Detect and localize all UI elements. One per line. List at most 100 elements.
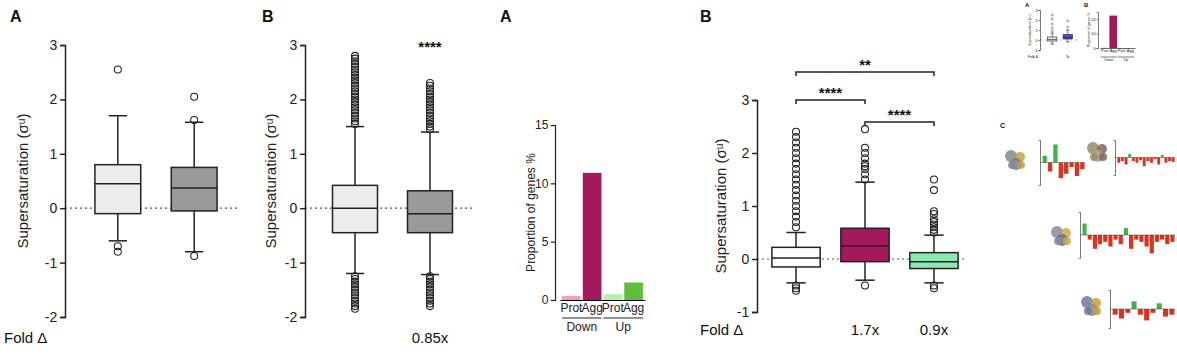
y-tick-label: -1 (45, 255, 58, 271)
outlier (793, 287, 800, 294)
x-tick-label: Prot (1118, 48, 1126, 53)
x-tick: Prot (602, 301, 625, 315)
whisker (933, 269, 935, 283)
y-tick: 5 (542, 235, 555, 249)
y-axis-title: Supersaturation (σᵘ) (262, 113, 279, 248)
box (841, 126, 889, 289)
x-tick-label: Prot (560, 301, 583, 315)
baseline (1115, 157, 1175, 158)
y-tick-label: 0 (290, 200, 298, 216)
outlier (793, 128, 800, 135)
outlier (862, 144, 869, 151)
y-tick: 3 (50, 37, 65, 53)
whisker-cap (185, 121, 203, 123)
whisker-cap (1066, 42, 1070, 43)
y-tick: 0 (542, 293, 555, 307)
whisker (1067, 39, 1068, 42)
bar (1093, 235, 1097, 249)
outlier (862, 282, 869, 289)
y-tick-mark (752, 206, 757, 208)
x-tick: Agg (581, 301, 602, 315)
y-axis-line (60, 46, 65, 318)
protein-structure (1090, 153, 1098, 161)
bar (1132, 301, 1137, 309)
whisker (1067, 30, 1068, 35)
y-tick-label: 1 (50, 146, 58, 162)
box-body (408, 191, 453, 233)
y-tick-mark (60, 208, 65, 210)
x-tick: Agg (1110, 48, 1117, 53)
panel: ProtAggProtAggDownUp01020BProportion of … (1084, 2, 1136, 62)
bar (1119, 235, 1123, 244)
x-tick-label: Agg (581, 301, 602, 315)
y-tick-mark (551, 125, 555, 126)
bar (1145, 235, 1149, 247)
bar (1088, 235, 1092, 240)
box-body (333, 185, 378, 232)
whisker (864, 262, 866, 281)
box (1048, 14, 1057, 44)
x-tick-label: Prot (602, 301, 625, 315)
y-tick: 15 (535, 118, 555, 132)
whisker-cap (1050, 33, 1054, 34)
bar (1053, 145, 1057, 163)
y-tick-mark (551, 300, 555, 301)
y-axis-line (1109, 291, 1111, 329)
figure: -2-10123ASupersaturation (σᵘ)Fold Δ-2-10… (0, 0, 1177, 359)
x-axis-title: Fold Δ (4, 329, 47, 346)
x-tick-label: Agg (623, 301, 644, 315)
bar (1135, 158, 1138, 163)
y-axis-line (551, 126, 556, 301)
y-tick-label: 5 (542, 235, 549, 249)
panel: ProtAggProtAggDownUp051015AProportion of… (500, 8, 646, 334)
y-axis-title: Supersaturation (σᵘ) (14, 113, 31, 248)
box (910, 176, 958, 292)
y-tick-label: 15 (535, 118, 549, 132)
plot-area (65, 66, 240, 260)
y-tick: -2 (45, 309, 65, 325)
y-axis-title: Supersaturation (σᵘ) (1028, 14, 1032, 46)
whisker (117, 214, 119, 241)
y-tick: 0 (50, 200, 65, 216)
median (772, 257, 820, 259)
protein-structure (1008, 161, 1016, 169)
y-tick: -2 (285, 309, 305, 325)
bar (1161, 155, 1164, 158)
whisker (933, 235, 935, 252)
panel (1079, 213, 1175, 259)
x-tick-label: Agg (1110, 48, 1117, 53)
outlier (930, 285, 937, 292)
box (333, 52, 378, 312)
outlier (930, 208, 937, 215)
y-tick: 0 (290, 200, 305, 216)
y-tick-label: 0 (742, 251, 750, 267)
y-tick-label: 1 (742, 198, 750, 214)
whisker-cap (109, 240, 127, 242)
x-tick-label: Prot (1101, 48, 1109, 53)
fold-label: 0.9x (920, 321, 949, 338)
bar (1103, 235, 1107, 242)
y-tick-label: 2 (1036, 18, 1039, 23)
y-axis: -2-10123 (285, 37, 306, 325)
y-tick: -1 (45, 255, 65, 271)
group-label: Up (616, 320, 632, 334)
whisker (1052, 33, 1053, 37)
plot-area (757, 126, 965, 295)
bar (1138, 309, 1143, 315)
y-tick: -1 (1034, 48, 1040, 53)
y-axis-line (1097, 13, 1099, 49)
y-tick: 0 (1094, 46, 1098, 51)
y-tick-mark (551, 242, 555, 243)
y-tick: 2 (742, 145, 757, 161)
y-axis: -10123 (1034, 8, 1040, 53)
y-tick-label: 3 (742, 92, 750, 108)
panel (1114, 141, 1175, 176)
bar (1143, 158, 1146, 167)
y-tick: 0 (742, 251, 757, 267)
bar (1064, 163, 1068, 174)
y-tick-mark (1097, 34, 1098, 35)
protein-structure (1099, 153, 1107, 161)
bar (1121, 158, 1124, 162)
box-body (95, 165, 141, 214)
y-tick: 1 (50, 146, 65, 162)
